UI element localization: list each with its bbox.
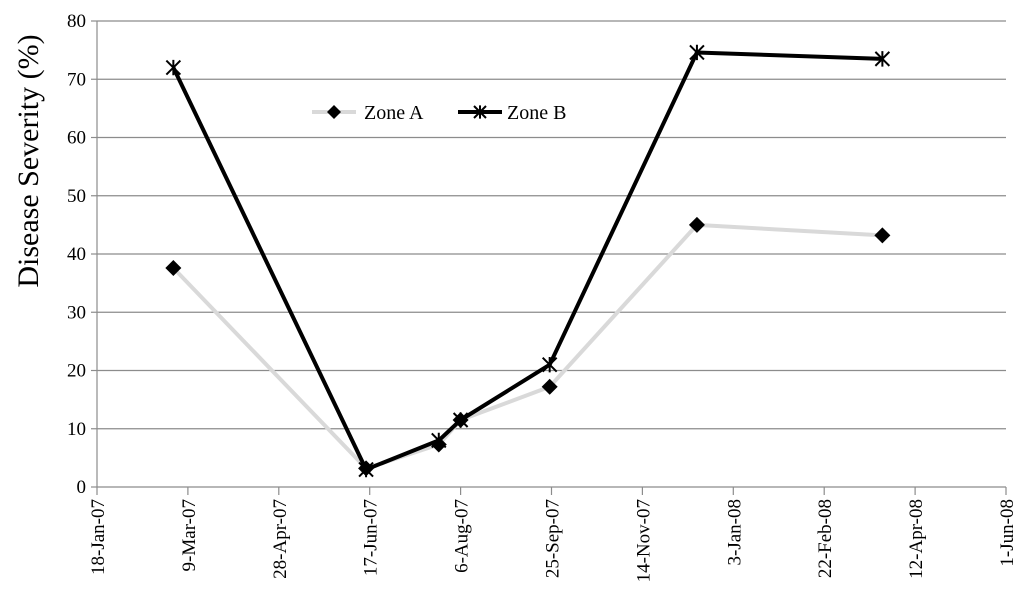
legend-item: Zone A [312, 102, 424, 124]
x-tick-label: 9-Mar-07 [179, 499, 200, 571]
x-tick-label: 18-Jan-07 [88, 499, 109, 575]
data-point [874, 51, 891, 67]
data-point [688, 216, 705, 233]
grid [97, 20, 1006, 430]
legend-label: Zone A [364, 102, 424, 124]
x-tick-label: 1-Jun-08 [997, 499, 1018, 567]
legend-marker [473, 105, 487, 119]
axes [91, 20, 1007, 495]
x-tick-label: 3-Jan-08 [724, 499, 745, 565]
y-tick-label: 0 [77, 477, 87, 498]
x-tick-label: 6-Aug-07 [452, 499, 473, 573]
data-point [452, 412, 469, 428]
y-tick-label: 70 [67, 69, 86, 90]
x-tick-label: 17-Jun-07 [361, 499, 382, 576]
data-point [358, 461, 374, 478]
data-point [541, 378, 558, 395]
x-tick-label: 14-Nov-07 [633, 499, 654, 582]
x-tick-label: 28-Apr-07 [270, 499, 291, 579]
legend-label: Zone B [507, 102, 566, 124]
y-tick-labels: 0 10 20 30 40 50 60 70 80 [67, 11, 86, 498]
series-zone-b [165, 44, 891, 478]
x-tick-label: 25-Sep-07 [543, 499, 564, 578]
legend-marker [327, 105, 341, 119]
x-tick-labels: 18-Jan-07 9-Mar-07 28-Apr-07 17-Jun-07 6-Aug… [88, 499, 1018, 582]
y-tick-label: 80 [67, 11, 86, 32]
y-axis-title: Disease Severity (%) [12, 34, 45, 287]
y-tick-label: 10 [67, 419, 86, 440]
data-point [689, 44, 705, 61]
x-tick-label: 12-Apr-08 [906, 499, 927, 579]
y-tick-label: 40 [67, 244, 86, 265]
y-tick-label: 60 [67, 128, 86, 149]
series-layer [165, 44, 891, 478]
data-point [165, 59, 182, 76]
y-tick-label: 30 [67, 302, 86, 323]
y-tick-label: 20 [67, 361, 86, 382]
x-tick-label: 22-Feb-08 [815, 499, 836, 578]
legend-item: Zone B [458, 102, 566, 124]
legend: Zone A Zone B [312, 102, 566, 124]
data-point [165, 259, 182, 276]
y-tick-label: 50 [67, 186, 86, 207]
series-zone-a [165, 216, 891, 477]
data-point [541, 356, 558, 373]
series-line [171, 222, 883, 471]
data-point [431, 432, 447, 449]
data-point [874, 227, 891, 244]
